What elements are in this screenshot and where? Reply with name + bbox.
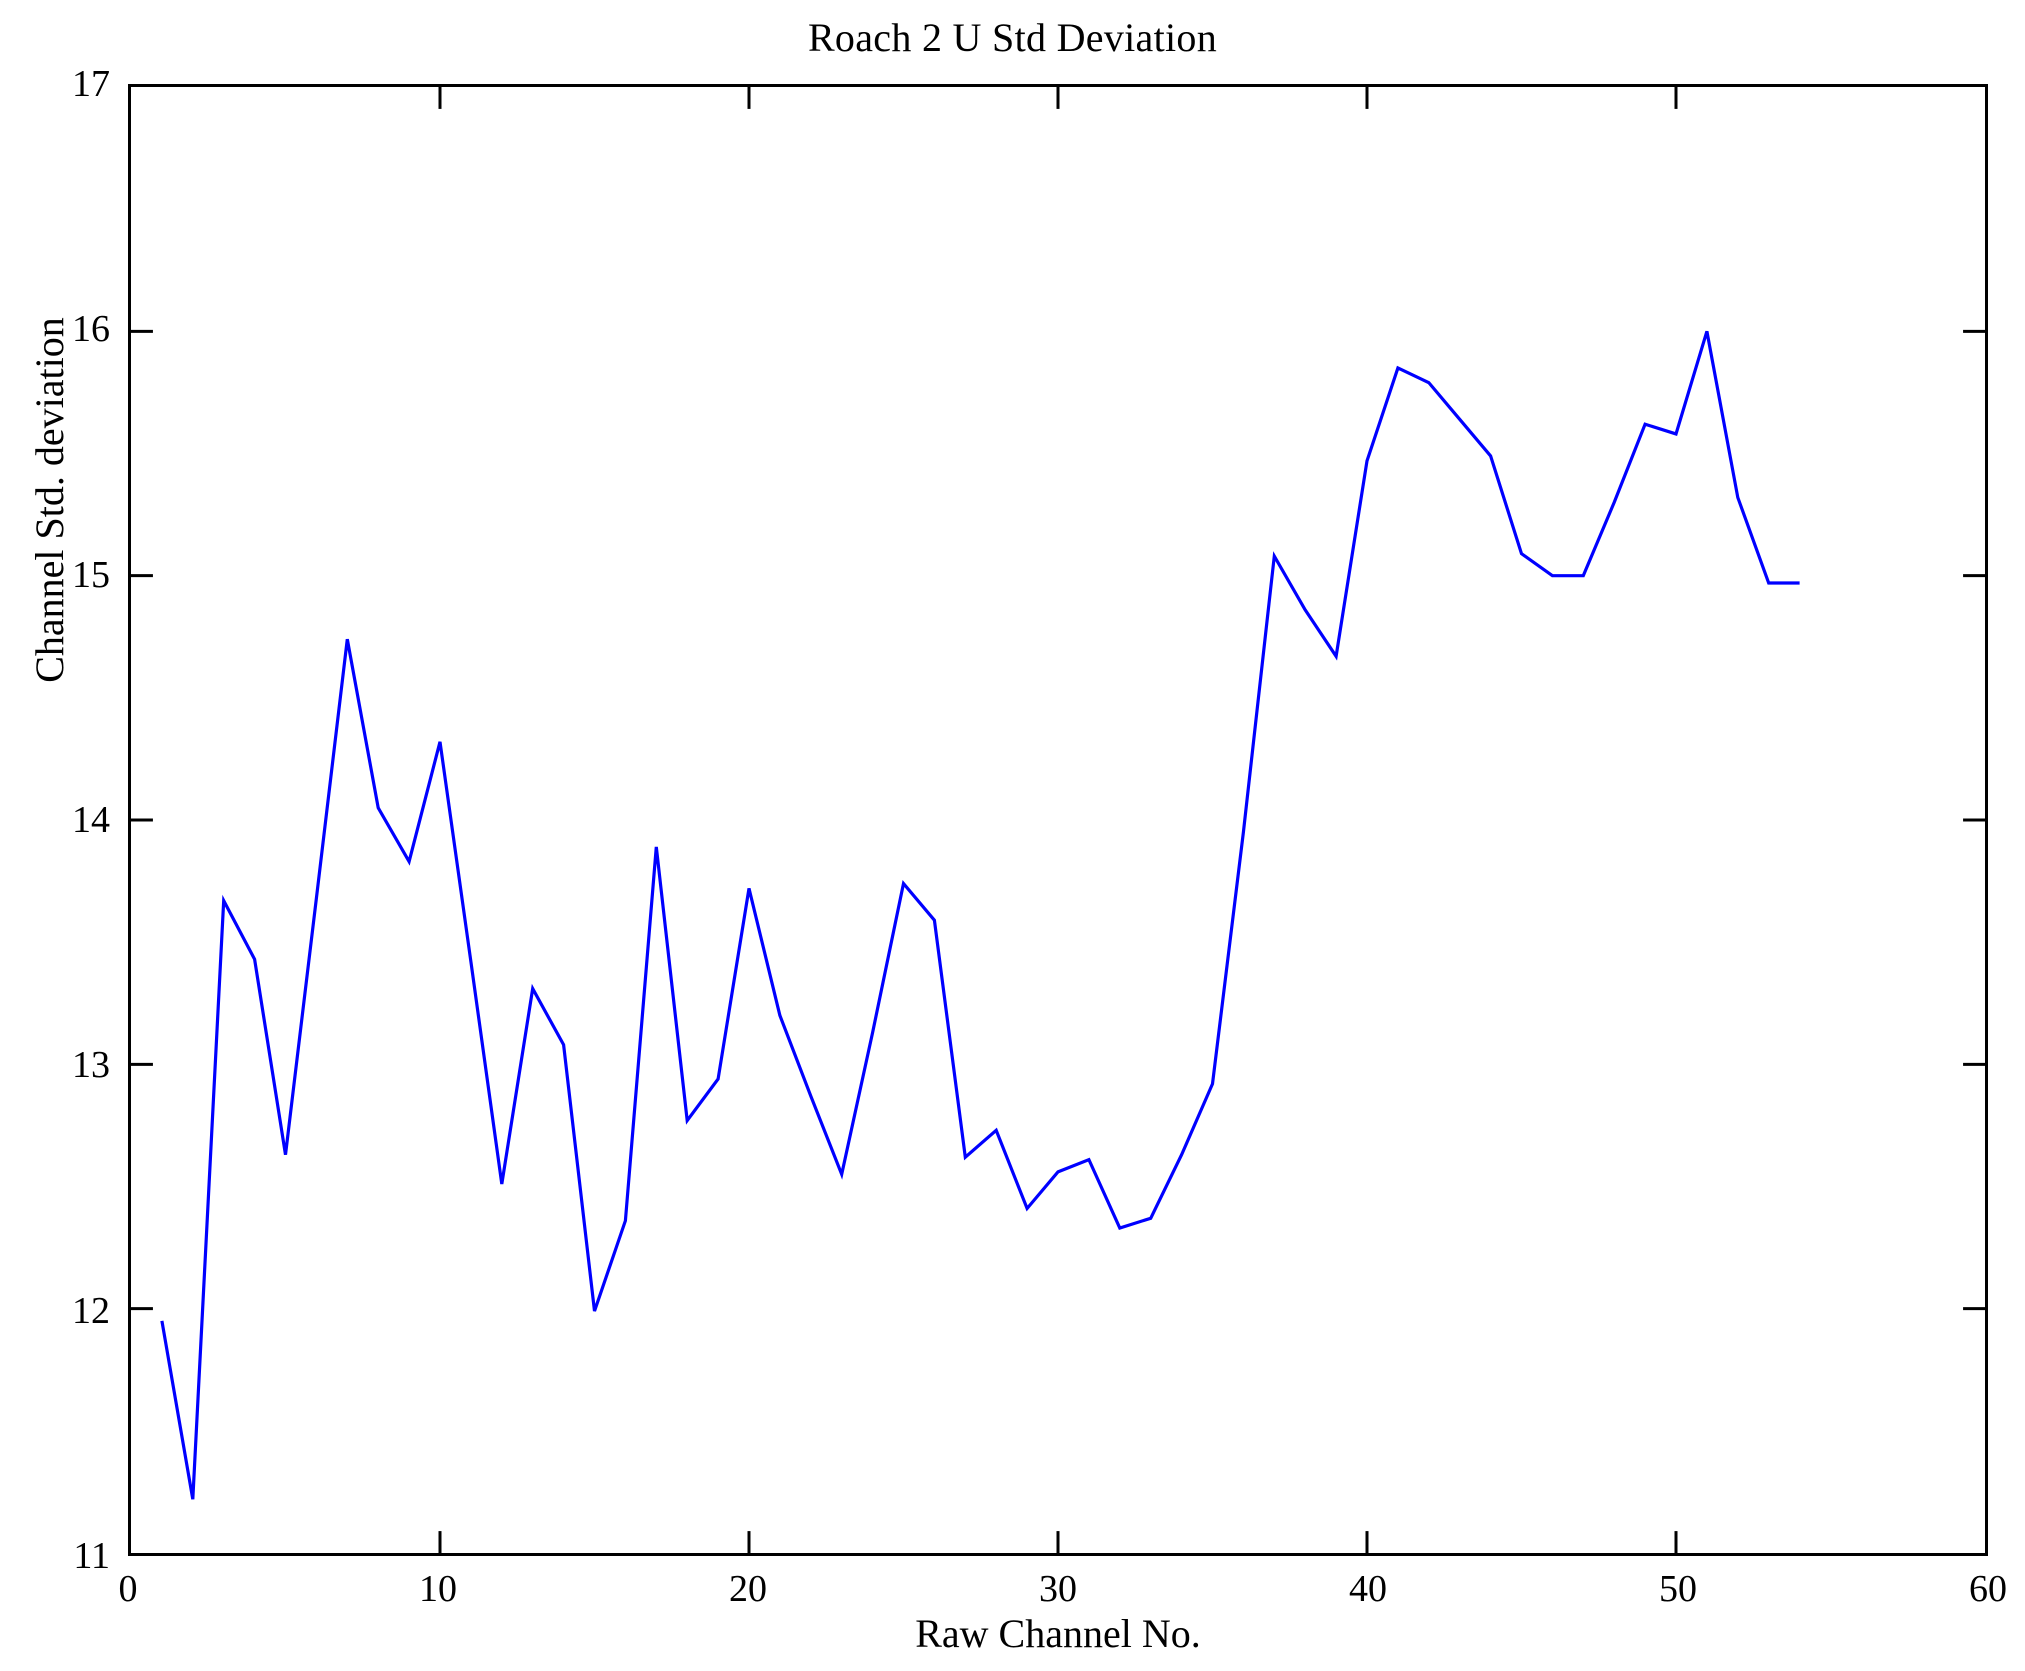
chart-title: Roach 2 U Std Deviation xyxy=(807,15,1218,60)
x-tick-label-20: 20 xyxy=(729,1568,767,1610)
x-tick-label-30: 30 xyxy=(1039,1568,1077,1610)
y-axis-tick-labels: 17 16 15 14 13 12 11 xyxy=(0,0,110,1671)
plot-area xyxy=(128,84,1988,1556)
x-tick-label-40: 40 xyxy=(1349,1568,1387,1610)
x-tick-label-0: 0 xyxy=(118,1568,138,1610)
data-series-line xyxy=(160,330,1800,1500)
x-tick-label-60: 60 xyxy=(1969,1568,2007,1610)
y-tick-label-13: 13 xyxy=(72,1044,110,1086)
x-tick-label-50: 50 xyxy=(1659,1568,1697,1610)
y-axis-title: Channel Std. deviation xyxy=(27,317,72,683)
y-tick-label-11: 11 xyxy=(73,1535,110,1577)
y-axis-title-wrap: Channel Std. deviation xyxy=(20,100,80,900)
y-tick-label-16: 16 xyxy=(72,308,110,350)
y-tick-label-17: 17 xyxy=(72,63,110,105)
y-axis-ticks xyxy=(131,329,1985,1311)
plot-svg xyxy=(131,87,1985,1553)
y-tick-label-14: 14 xyxy=(72,799,110,841)
y-tick-label-12: 12 xyxy=(72,1290,110,1332)
x-tick-label-10: 10 xyxy=(419,1568,457,1610)
x-axis-title: Raw Channel No. xyxy=(915,1611,1201,1656)
x-axis-tick-labels: 0 10 20 30 40 50 60 xyxy=(0,1570,2025,1630)
y-tick-label-15: 15 xyxy=(72,554,110,596)
x-axis-ticks xyxy=(438,87,1678,1553)
